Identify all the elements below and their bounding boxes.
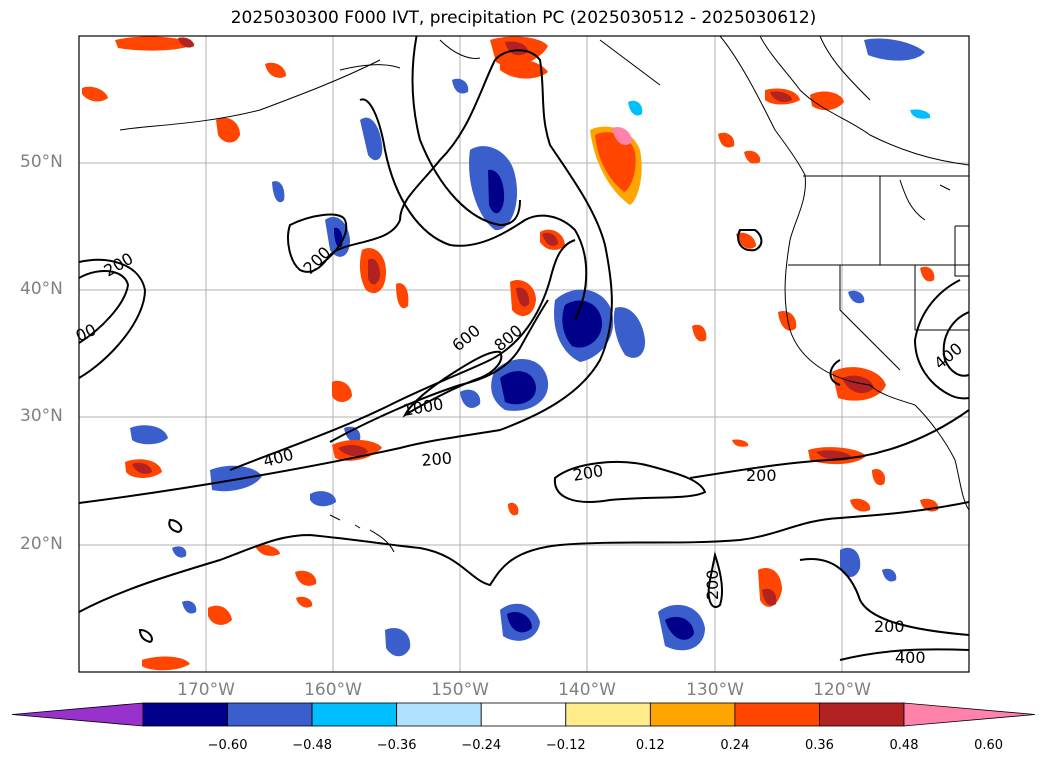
colorbar-tick-label: 0.48 [889, 738, 919, 753]
colorbar-tick-label: −0.48 [292, 738, 333, 753]
colorbar-swatch [396, 702, 482, 727]
map-frame [78, 35, 970, 673]
colorbar-tick-label: −0.60 [207, 738, 248, 753]
map-background [79, 36, 969, 672]
colorbar-swatch [819, 702, 905, 727]
precip-positive-anomalies [82, 36, 939, 671]
lon-label-120w: 120°W [813, 680, 871, 700]
colorbar [11, 702, 1036, 727]
colorbar-extend-low [11, 702, 144, 727]
lon-label-170w: 170°W [177, 680, 235, 700]
lat-label-40n: 40°N [20, 279, 63, 299]
colorbar-tick-label: 0.36 [804, 738, 834, 753]
colorbar-tick-label: 0.60 [974, 738, 1004, 753]
precip-negative-anomalies [130, 38, 931, 657]
map-title: 2025030300 F000 IVT, precipitation PC (2… [230, 8, 817, 28]
lon-label-150w: 150°W [431, 680, 489, 700]
colorbar-swatch [480, 702, 567, 727]
lat-label-20n: 20°N [20, 534, 63, 554]
colorbar-swatch [734, 702, 820, 727]
lon-label-130w: 130°W [686, 680, 744, 700]
lat-label-50n: 50°N [20, 152, 63, 172]
lon-label-140w: 140°W [558, 680, 616, 700]
colorbar-extend-high [903, 702, 1036, 727]
colorbar-tick-label: 0.12 [635, 738, 665, 753]
lat-label-30n: 30°N [20, 406, 63, 426]
colorbar-swatch [142, 702, 228, 727]
colorbar-tick-label: −0.12 [545, 738, 586, 753]
ivt-contours [79, 36, 969, 661]
colorbar-swatch [649, 702, 736, 727]
colorbar-swatch [565, 702, 651, 727]
colorbar-tick-label: 0.24 [720, 738, 750, 753]
colorbar-tick-label: −0.24 [461, 738, 502, 753]
colorbar-swatch [227, 702, 313, 727]
colorbar-tick-label: −0.36 [376, 738, 417, 753]
lon-label-160w: 160°W [304, 680, 362, 700]
coastlines [119, 36, 969, 553]
colorbar-swatch [311, 702, 398, 727]
